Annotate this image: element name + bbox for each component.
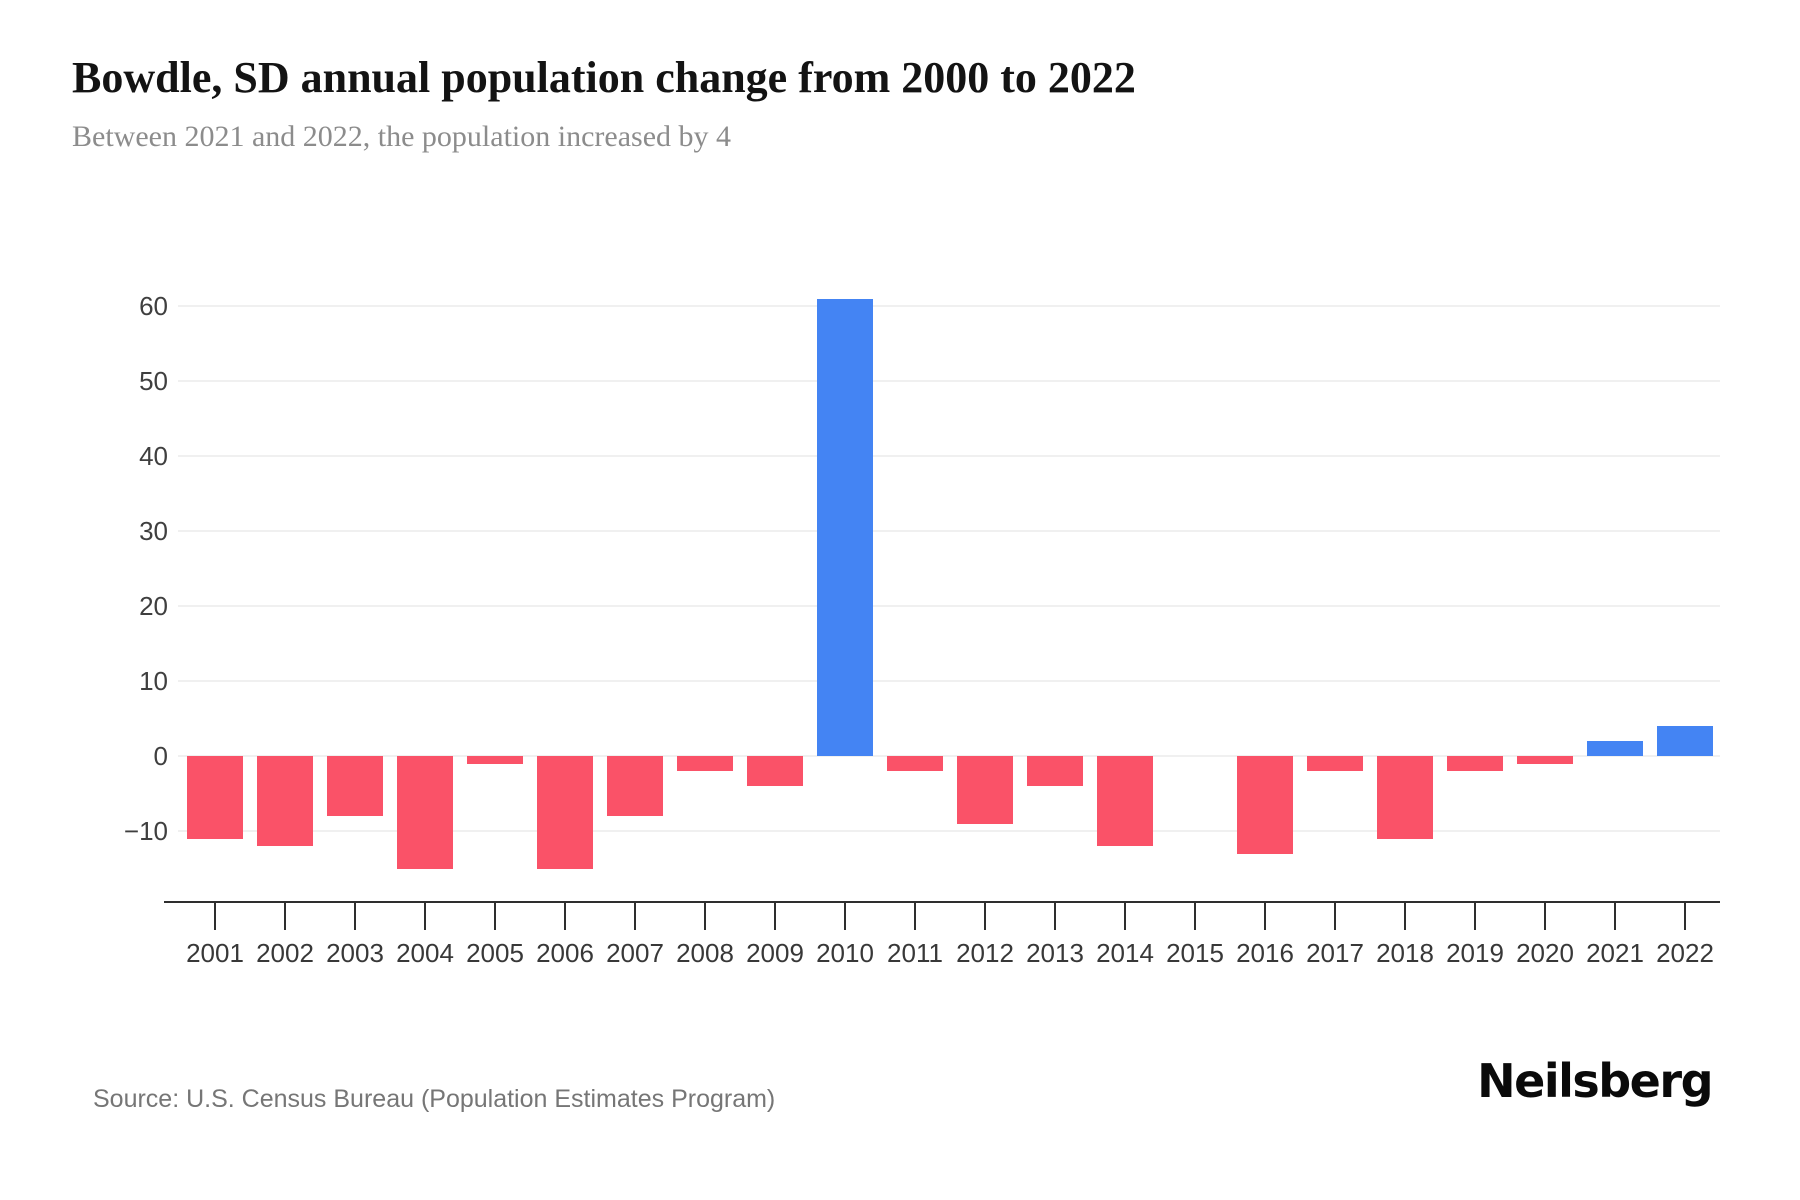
bar-2013 [1027,756,1083,786]
x-axis-label-2012: 2012 [956,938,1014,968]
x-axis-label-2005: 2005 [466,938,524,968]
bar-2019 [1447,756,1503,771]
bar-2009 [747,756,803,786]
x-axis-label-2018: 2018 [1376,938,1434,968]
x-axis-label-2006: 2006 [536,938,594,968]
gridline-y-10 [178,680,1720,682]
x-axis-tick-2012 [984,902,986,930]
x-axis-tick-2013 [1054,902,1056,930]
x-axis-label-2001: 2001 [186,938,244,968]
y-axis-tick-label: 30 [139,516,168,546]
bar-2001 [187,756,243,839]
x-axis-tick-2011 [914,902,916,930]
bar-2002 [257,756,313,846]
x-axis-tick-2009 [774,902,776,930]
x-axis-tick-2019 [1474,902,1476,930]
y-axis-tick-label: 60 [139,291,168,321]
x-axis-tick-2020 [1544,902,1546,930]
bar-2017 [1307,756,1363,771]
bar-2021 [1587,741,1643,756]
chart-title: Bowdle, SD annual population change from… [72,53,1136,102]
x-axis-label-2002: 2002 [256,938,314,968]
chart-subtitle: Between 2021 and 2022, the population in… [72,120,732,153]
x-axis-label-2003: 2003 [326,938,384,968]
y-axis-tick-label: −10 [123,816,168,846]
bar-2018 [1377,756,1433,839]
x-axis-label-2021: 2021 [1586,938,1644,968]
gridline-y-0 [178,755,1720,757]
source-note: Source: U.S. Census Bureau (Population E… [93,1085,776,1113]
bar-2006 [537,756,593,869]
x-axis-tick-2008 [704,902,706,930]
x-axis-tick-2001 [214,902,216,930]
x-axis-tick-2005 [494,902,496,930]
bar-2005 [467,756,523,764]
x-axis-label-2011: 2011 [887,938,943,968]
y-axis-tick-label: 10 [139,666,168,696]
x-axis-tick-2004 [424,902,426,930]
x-axis-label-2019: 2019 [1446,938,1504,968]
x-axis-tick-2003 [354,902,356,930]
x-axis-tick-2002 [284,902,286,930]
x-axis-label-2015: 2015 [1166,938,1224,968]
bar-2012 [957,756,1013,824]
y-axis-tick-label: 0 [153,741,168,771]
gridline-y-50 [178,380,1720,382]
x-axis-label-2010: 2010 [816,938,874,968]
bar-2020 [1517,756,1573,764]
bar-2004 [397,756,453,869]
bar-2011 [887,756,943,771]
bar-2008 [677,756,733,771]
x-axis-label-2009: 2009 [746,938,804,968]
x-axis-tick-2018 [1404,902,1406,930]
x-axis-tick-2022 [1684,902,1686,930]
y-axis-tick-label: 40 [139,441,168,471]
x-axis-line [164,901,1720,903]
x-axis-tick-2021 [1614,902,1616,930]
x-axis-label-2014: 2014 [1096,938,1154,968]
plot-area: 60 50 40 30 20 10 0 −10 2001 2002 2003 2004 2005 2006… [123,291,1720,968]
gridline-y-30 [178,530,1720,532]
gridline-y--10 [178,830,1720,832]
x-axis-tick-2006 [564,902,566,930]
x-axis-label-2008: 2008 [676,938,734,968]
bar-2016 [1237,756,1293,854]
x-axis-label-2016: 2016 [1236,938,1294,968]
brand-logo: Neilsberg [1477,1054,1713,1108]
x-axis-tick-2015 [1194,902,1196,930]
gridline-y-20 [178,605,1720,607]
x-axis-tick-2016 [1264,902,1266,930]
bar-2007 [607,756,663,816]
x-axis-tick-2017 [1334,902,1336,930]
y-axis-tick-label: 50 [139,366,168,396]
bar-2014 [1097,756,1153,846]
x-axis-label-2017: 2017 [1306,938,1364,968]
bar-2022 [1657,726,1713,756]
bar-2010 [817,298,873,756]
gridline-y-60 [178,305,1720,307]
x-axis-tick-2007 [634,902,636,930]
x-axis-label-2013: 2013 [1026,938,1084,968]
bar-2003 [327,756,383,816]
x-axis-label-2007: 2007 [606,938,664,968]
x-axis-tick-2010 [844,902,846,930]
y-axis-tick-label: 20 [139,591,168,621]
x-axis-label-2020: 2020 [1516,938,1574,968]
x-axis-label-2022: 2022 [1656,938,1714,968]
x-axis-label-2004: 2004 [396,938,454,968]
x-axis-tick-2014 [1124,902,1126,930]
gridline-y-40 [178,455,1720,457]
